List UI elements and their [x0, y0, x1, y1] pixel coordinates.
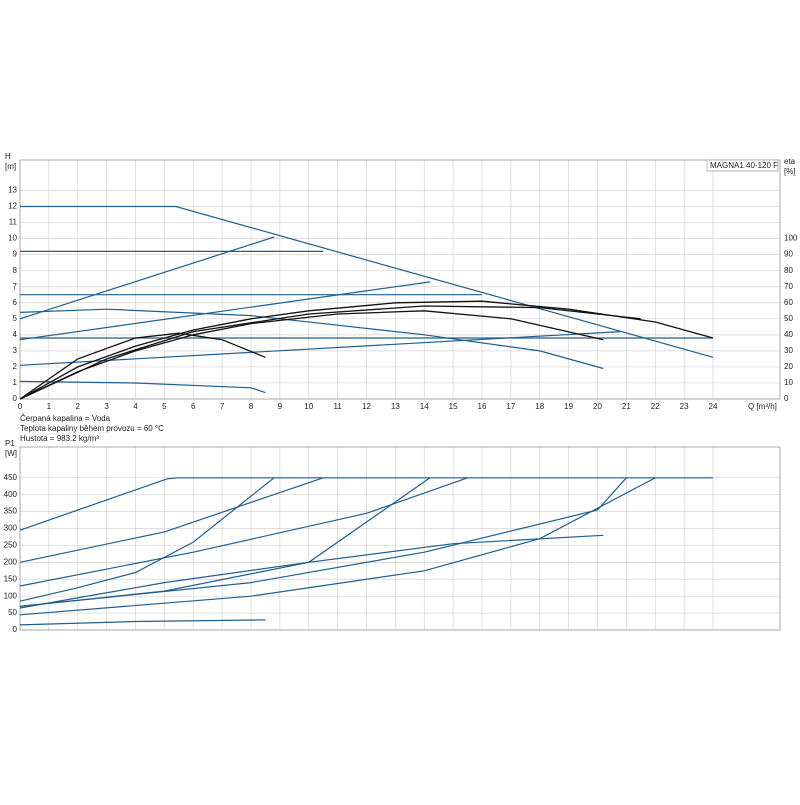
x-tick-label: 18 [535, 402, 544, 411]
x-tick-label: 22 [651, 402, 660, 411]
y-axis-label: P1 [5, 439, 15, 448]
x-tick-label: 7 [220, 402, 225, 411]
x-tick-label: 6 [191, 402, 196, 411]
x-tick-label: 8 [249, 402, 254, 411]
curve [19, 310, 604, 400]
x-tick-label: 5 [162, 402, 167, 411]
y-tick-label: 0 [13, 625, 18, 634]
y-tick-label: 150 [4, 574, 18, 583]
y-tick-label: 12 [8, 202, 17, 211]
y2-tick-label: 30 [784, 346, 793, 355]
x-tick-label: 12 [362, 402, 371, 411]
y-tick-label: 450 [4, 473, 18, 482]
x-tick-label: 21 [622, 402, 631, 411]
x-tick-label: 24 [709, 402, 718, 411]
curve [19, 477, 324, 563]
x-tick-label: 19 [564, 402, 573, 411]
x-tick-label: 16 [478, 402, 487, 411]
curve [19, 236, 275, 320]
x-tick-label: 17 [506, 402, 515, 411]
y-tick-label: 250 [4, 541, 18, 550]
y-axis-unit: [W] [5, 449, 17, 458]
y-tick-label: 200 [4, 557, 18, 566]
y2-axis-label: eta [784, 157, 796, 166]
chart-title: MAGNA1 40-120 F [710, 161, 778, 170]
curve [19, 534, 604, 609]
y-tick-label: 3 [13, 346, 18, 355]
y2-axis-unit: [%] [784, 167, 796, 176]
x-tick-label: 3 [104, 402, 109, 411]
curve [19, 477, 627, 607]
plot-frame [19, 446, 781, 631]
x-tick-label: 9 [278, 402, 283, 411]
y-tick-label: 0 [13, 394, 18, 403]
y-tick-label: 400 [4, 490, 18, 499]
curve [19, 477, 468, 587]
x-tick-label: 1 [47, 402, 52, 411]
y-tick-label: 350 [4, 507, 18, 516]
y-tick-label: 8 [13, 266, 18, 275]
y-tick-label: 7 [13, 282, 18, 291]
y-tick-label: 6 [13, 298, 18, 307]
x-tick-label: 0 [18, 402, 23, 411]
y-tick-label: 11 [9, 218, 18, 227]
x-tick-label: 20 [593, 402, 602, 411]
curve [19, 380, 266, 394]
x-tick-label: 13 [391, 402, 400, 411]
y2-tick-label: 10 [784, 378, 793, 387]
y2-tick-label: 80 [784, 266, 793, 275]
y2-tick-label: 90 [784, 250, 793, 259]
note: Teplota kapaliny během provozu = 60 °C [20, 424, 164, 433]
y-axis-label: H [5, 152, 11, 161]
y2-tick-label: 40 [784, 330, 793, 339]
x-tick-label: 11 [333, 402, 342, 411]
curve [19, 619, 266, 626]
y-tick-label: 13 [8, 186, 17, 195]
y2-tick-label: 60 [784, 298, 793, 307]
x-tick-label: 14 [420, 402, 429, 411]
y-tick-label: 2 [13, 362, 18, 371]
curve [19, 308, 604, 370]
y-tick-label: 9 [13, 250, 18, 259]
curve [19, 281, 431, 341]
y2-tick-label: 20 [784, 362, 793, 371]
y-tick-label: 1 [13, 378, 18, 387]
curve [19, 477, 275, 602]
y-tick-label: 4 [13, 330, 18, 339]
y2-tick-label: 50 [784, 314, 793, 323]
curve [19, 332, 266, 400]
x-tick-label: 15 [449, 402, 458, 411]
title-box [706, 159, 779, 172]
x-tick-label: 23 [680, 402, 689, 411]
plot-frame [19, 159, 781, 400]
y-axis-unit: [m] [5, 162, 16, 171]
x-tick-label: 2 [76, 402, 81, 411]
x-tick-label: 10 [304, 402, 313, 411]
y-tick-label: 5 [13, 314, 18, 323]
y2-tick-label: 100 [784, 234, 798, 243]
y-tick-label: 50 [8, 608, 17, 617]
x-axis-label: Q [m³/h] [748, 402, 777, 411]
y-tick-label: 10 [8, 234, 17, 243]
note: Čerpaná kapalina = Voda [20, 414, 111, 423]
curve [19, 305, 641, 400]
x-tick-label: 4 [133, 402, 138, 411]
curve [19, 331, 621, 366]
y2-tick-label: 70 [784, 282, 793, 291]
note: Hustota = 983.2 kg/m³ [20, 434, 99, 443]
curve [19, 477, 713, 531]
y-tick-label: 300 [4, 524, 18, 533]
y2-tick-label: 0 [784, 394, 789, 403]
y-tick-label: 100 [4, 591, 18, 600]
curve [19, 477, 656, 616]
